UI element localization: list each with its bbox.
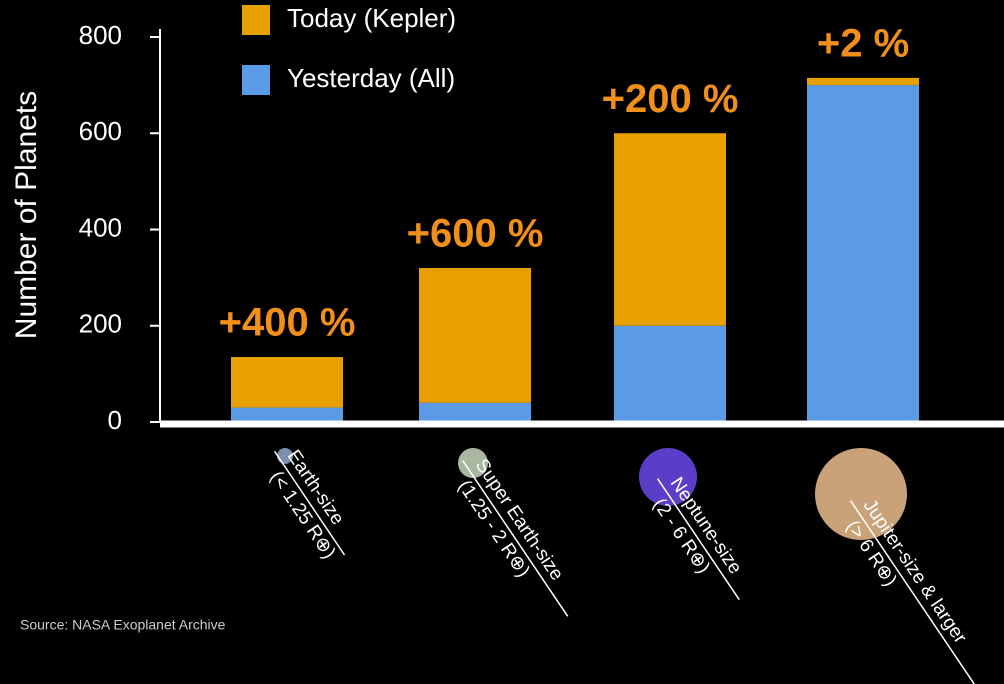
category-underline	[274, 450, 346, 556]
legend-swatch	[242, 5, 270, 35]
category-underline	[462, 460, 569, 617]
legend-label: Yesterday (All)	[287, 63, 455, 93]
y-tick-label: 600	[79, 116, 122, 146]
bar-annotation: +600 %	[407, 212, 544, 256]
bar-segment	[614, 133, 726, 326]
bar-segment	[807, 77, 919, 86]
y-tick-label: 800	[79, 20, 122, 50]
planet-icon	[815, 448, 907, 540]
bar-segment	[419, 402, 531, 422]
category-underline	[850, 500, 986, 684]
bar-segment	[231, 407, 343, 422]
y-axis-label: Number of Planets	[10, 91, 43, 339]
bar-annotation: +200 %	[602, 77, 739, 121]
bar-annotation: +2 %	[817, 21, 909, 65]
bar-segment	[231, 357, 343, 408]
legend-label: Today (Kepler)	[287, 3, 456, 33]
y-tick-label: 200	[79, 309, 122, 339]
planet-icon	[639, 448, 697, 506]
bar-segment	[614, 325, 726, 422]
bar-segment	[807, 85, 919, 422]
y-tick-label: 400	[79, 212, 122, 242]
bar-annotation: +400 %	[219, 301, 356, 345]
source-note: Source: NASA Exoplanet Archive	[20, 617, 226, 633]
y-tick-label: 0	[108, 405, 122, 435]
bar-segment	[419, 268, 531, 403]
category-underline	[657, 478, 740, 601]
legend-swatch	[242, 65, 270, 95]
planet-icon	[458, 448, 488, 478]
